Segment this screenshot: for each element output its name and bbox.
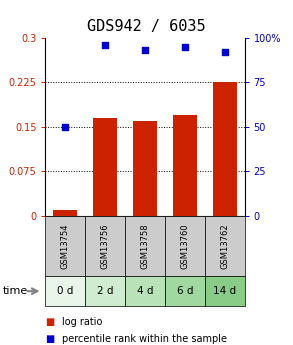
- Bar: [213, 82, 237, 216]
- Text: time: time: [3, 286, 28, 296]
- Text: 2 d: 2 d: [97, 286, 113, 296]
- Text: GDS942 / 6035: GDS942 / 6035: [87, 19, 206, 34]
- Point: [103, 42, 108, 48]
- Bar: [93, 118, 117, 216]
- Point: [63, 124, 68, 129]
- Bar: [173, 115, 197, 216]
- Text: 4 d: 4 d: [137, 286, 153, 296]
- Text: 0 d: 0 d: [57, 286, 74, 296]
- Bar: [133, 121, 157, 216]
- Text: 6 d: 6 d: [177, 286, 193, 296]
- Point: [143, 48, 147, 53]
- Point: [183, 44, 187, 50]
- Text: GSM13756: GSM13756: [101, 223, 110, 269]
- Text: GSM13758: GSM13758: [141, 223, 149, 269]
- Bar: [53, 210, 77, 216]
- Text: GSM13754: GSM13754: [61, 223, 70, 268]
- Text: GSM13760: GSM13760: [180, 223, 189, 269]
- Text: 14 d: 14 d: [213, 286, 236, 296]
- Text: ■: ■: [45, 334, 55, 344]
- Text: GSM13762: GSM13762: [220, 223, 229, 269]
- Text: percentile rank within the sample: percentile rank within the sample: [62, 334, 226, 344]
- Point: [222, 49, 227, 55]
- Text: log ratio: log ratio: [62, 317, 102, 327]
- Text: ■: ■: [45, 317, 55, 327]
